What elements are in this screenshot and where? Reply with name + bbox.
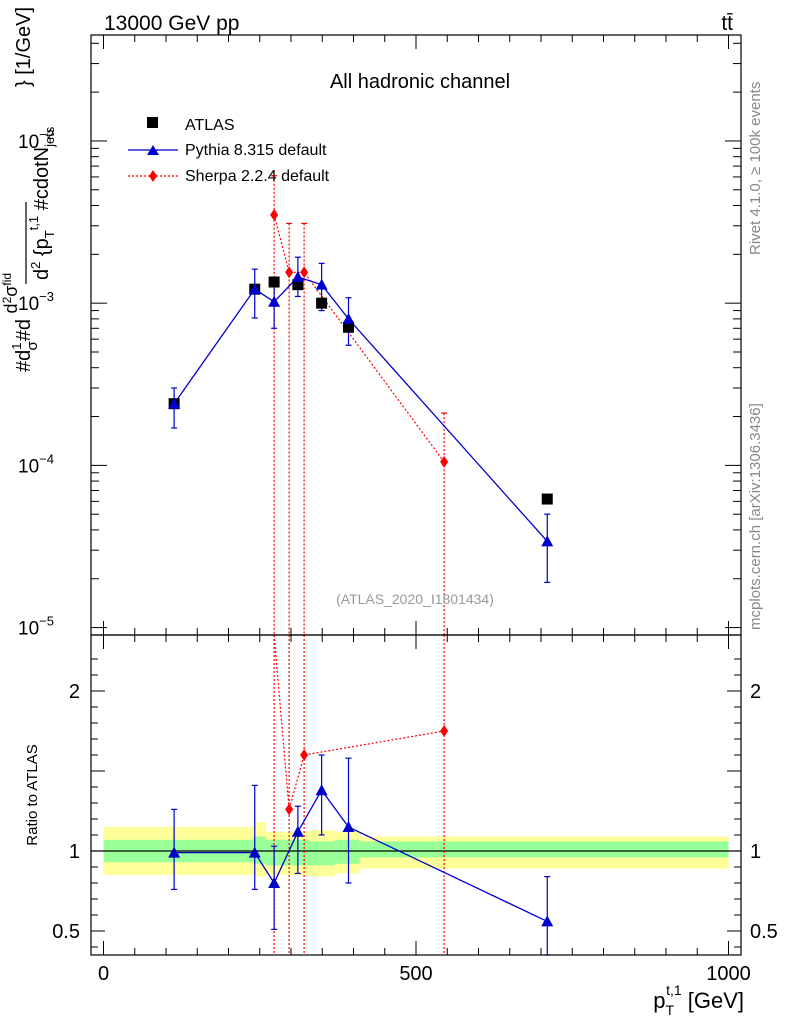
pythia-main-point [248,283,261,295]
pythia-ratio-point [342,821,355,832]
legend-pythia-label: Pythia 8.315 default [185,142,327,159]
pythia-main-point [541,535,554,547]
sherpa-main-line [273,214,445,463]
pythia-ratio-point [315,784,328,796]
y-tick-label-main: 10−5 [18,614,54,640]
atlas-data-point [541,493,553,505]
pythia-ratio-point [291,825,304,837]
atlas-data-point [292,279,304,291]
svg-text:d2 {pTt,1 #cdotNjets: d2 {pTt,1 #cdotNjets [26,126,57,280]
header-process-label: tt̄ [721,12,733,35]
y-axis-label-main: #d1σ#d d2σfid d2 {pTt,1 #cdotNjets } [1/… [0,7,57,372]
legend-pythia-marker [147,145,159,155]
pythia-main-point [168,397,181,409]
legend-sherpa-label: Sherpa 2.2.4 default [185,168,330,185]
atlas-data-point [343,321,354,333]
uncertainty-band-inner-4 [309,841,335,866]
sherpa-main-point [300,266,309,279]
rivet-version-label: Rivet 4.1.0, ≥ 100k events [747,82,764,255]
main-plot-panel: 10−5 10−4 10−3 10−2 [18,34,742,640]
y-tick-label-ratio-right: 0.5 [750,921,778,943]
x-tick-label: 1000 [706,963,751,985]
y-tick-label-main: 10−2 [18,127,54,153]
legend-atlas-marker [147,117,158,128]
svg-text:} [1/GeV]: } [1/GeV] [13,7,35,87]
pythia-ratio-point [541,915,554,927]
atlas-data-point [268,276,280,288]
pythia-main-point [342,312,355,324]
pythia-main-point [315,278,328,290]
pythia-ratio-point [248,846,261,858]
uncertainty-band-inner-5 [334,839,360,864]
legend-atlas-label: ATLAS [185,117,235,134]
sherpa-ratio-point [440,725,449,737]
y-tick-label-ratio-left: 1 [69,841,80,863]
pythia-ratio-point [268,877,281,888]
uncertainty-band-inner-6 [359,841,729,858]
pythia-main-line [173,276,548,542]
y-axis-label-ratio: Ratio to ATLAS [24,744,41,845]
sherpa-main-point [440,455,449,468]
y-tick-label-ratio-right: 2 [750,681,761,703]
sherpa-ratio-line [273,634,445,810]
sherpa-main-point [285,266,294,279]
y-tick-label-main: 10−4 [18,451,54,477]
svg-text:#d1σ#d d2σfid: #d1σ#d d2σfid [0,273,41,372]
atlas-data-point [316,297,328,309]
header-energy-label: 13000 GeV pp [104,12,239,35]
uncertainty-band-inner-2 [266,839,285,866]
sherpa-ratio-point [285,803,294,816]
legend: ATLAS Pythia 8.315 default Sherpa 2.2.4 … [128,117,330,185]
x-tick-label: 0 [98,963,109,985]
ratio-plot-panel: 0 500 1000 0.5 0.5 1 1 2 2 [52,634,778,985]
y-tick-label-ratio-right: 1 [750,841,761,863]
sherpa-main-point [270,208,279,221]
pythia-main-point [268,295,281,307]
x-axis-label: pTt,1 [GeV] [653,982,744,1018]
y-tick-label-main: 10−3 [18,289,54,315]
analysis-id-label: (ATLAS_2020_I1801434) [336,591,494,607]
pythia-ratio-point [168,846,181,858]
y-tick-label-ratio-left: 2 [69,681,80,703]
mcplots-label: mcplots.cern.ch [arXiv:1306.3436] [747,403,764,630]
chart-title: All hadronic channel [330,71,510,93]
y-tick-label-ratio-left: 0.5 [52,921,80,943]
legend-sherpa-marker [149,170,157,182]
sherpa-ratio-point [300,749,309,761]
x-tick-label: 500 [399,963,432,985]
pythia-main-point [291,270,304,282]
ratio-plot-frame [90,634,742,956]
